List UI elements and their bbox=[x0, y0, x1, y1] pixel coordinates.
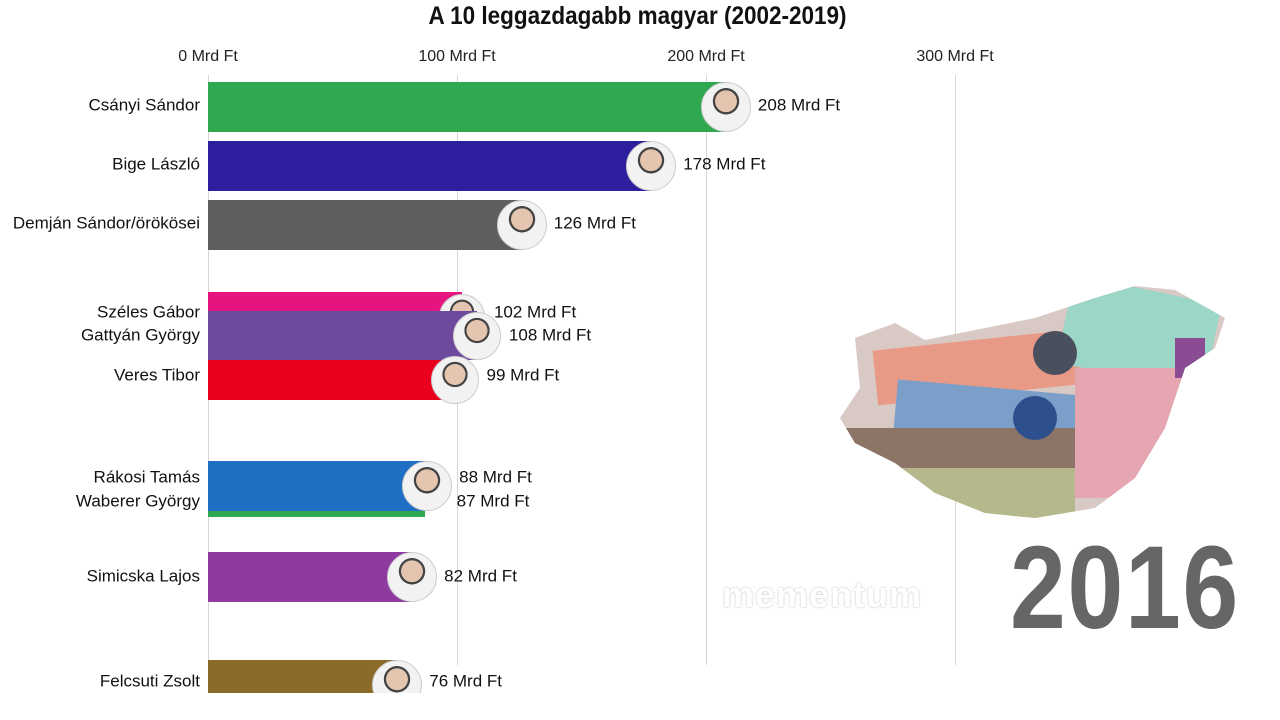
avatar bbox=[496, 200, 547, 250]
value-label: 87 Mrd Ft bbox=[456, 491, 530, 511]
avatar bbox=[372, 660, 423, 693]
value-label: 88 Mrd Ft bbox=[459, 467, 532, 487]
avatar bbox=[452, 311, 501, 360]
category-label: Széles Gábor bbox=[97, 302, 200, 322]
value-label: 108 Mrd Ft bbox=[508, 325, 592, 345]
avatar bbox=[387, 552, 438, 602]
gridline bbox=[706, 75, 707, 665]
value-label: 208 Mrd Ft bbox=[757, 95, 841, 115]
bar bbox=[208, 200, 522, 250]
value-label: 82 Mrd Ft bbox=[444, 566, 517, 586]
avatar bbox=[700, 82, 751, 132]
category-label: Veres Tibor bbox=[114, 365, 200, 385]
bar bbox=[208, 461, 428, 511]
x-tick-label: 100 Mrd Ft bbox=[418, 48, 496, 65]
value-label: 102 Mrd Ft bbox=[493, 302, 577, 322]
x-tick-label: 300 Mrd Ft bbox=[916, 48, 994, 65]
value-label: 126 Mrd Ft bbox=[553, 213, 636, 233]
x-tick-label: 200 Mrd Ft bbox=[667, 48, 745, 65]
value-label: 99 Mrd Ft bbox=[486, 365, 560, 385]
avatar bbox=[626, 141, 677, 191]
bar bbox=[208, 141, 652, 191]
x-tick-label: 0 Mrd Ft bbox=[178, 48, 238, 65]
bar bbox=[208, 311, 477, 360]
bar bbox=[208, 82, 726, 132]
bar bbox=[208, 552, 413, 602]
avatar bbox=[430, 356, 479, 404]
watermark: mementum bbox=[722, 574, 923, 615]
bars-area: Csányi Sándor 208 Mrd Ft Bige László 178 Mr… bbox=[12, 82, 841, 693]
category-label: Rákosi Tamás bbox=[93, 467, 200, 487]
hungary-banknote-map bbox=[840, 286, 1225, 518]
category-label: Simicska Lajos bbox=[86, 566, 200, 586]
category-label: Demján Sándor/örökösei bbox=[12, 213, 200, 233]
year-label: 2016 bbox=[1010, 522, 1240, 654]
chart-title: A 10 leggazdagabb magyar (2002-2019) bbox=[428, 2, 847, 30]
bar bbox=[208, 660, 398, 693]
category-label: Felcsuti Zsolt bbox=[99, 671, 200, 691]
category-label: Waberer György bbox=[75, 491, 200, 511]
category-label: Csányi Sándor bbox=[88, 95, 200, 115]
value-label: 178 Mrd Ft bbox=[683, 154, 766, 174]
category-label: Bige László bbox=[112, 154, 200, 174]
value-label: 76 Mrd Ft bbox=[429, 671, 502, 691]
bar bbox=[208, 360, 455, 400]
avatar bbox=[402, 461, 453, 511]
category-label: Gattyán György bbox=[80, 325, 200, 345]
bar bbox=[208, 510, 425, 517]
